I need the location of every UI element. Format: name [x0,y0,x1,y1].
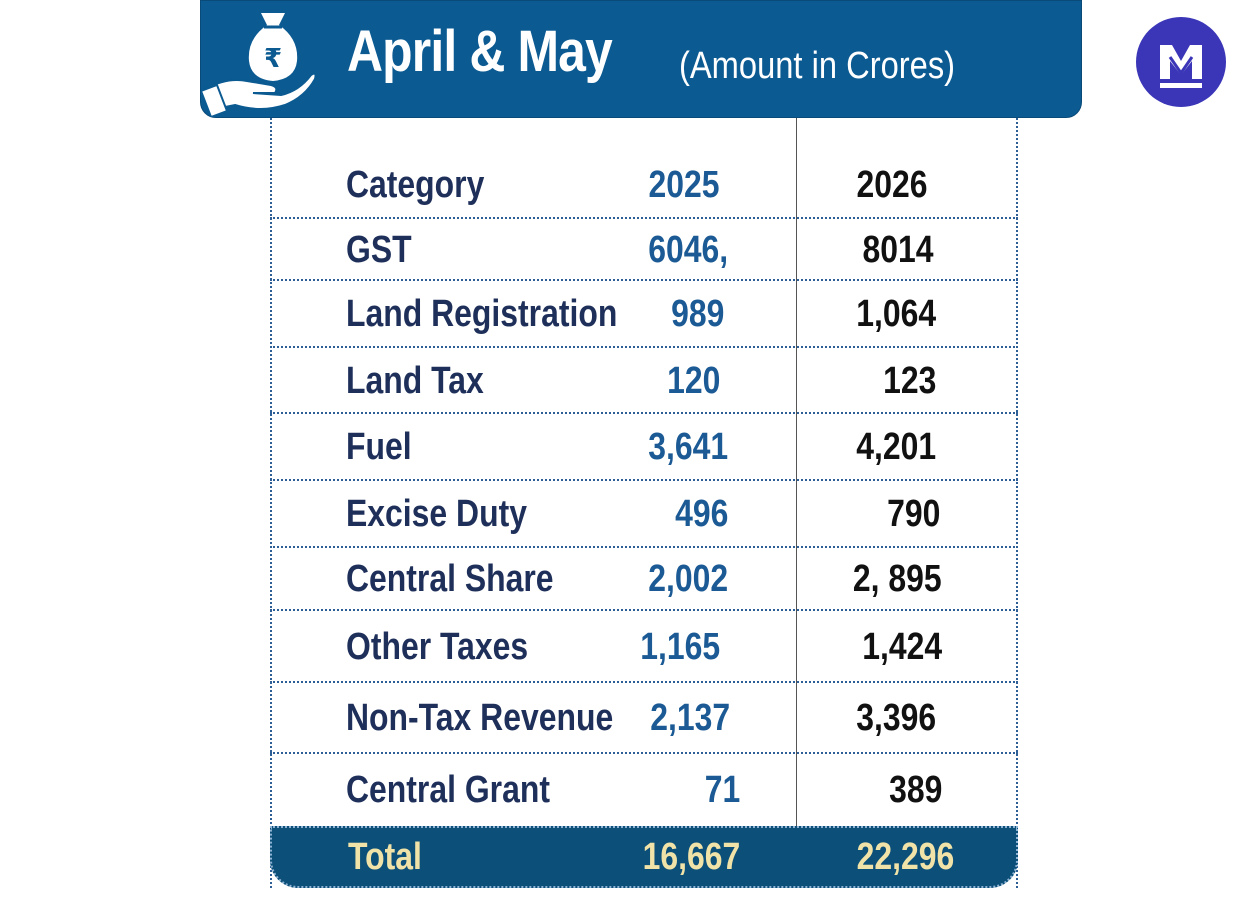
row-value-2025: 2,002 [648,558,728,600]
row-category: Other Taxes [346,626,529,668]
table-row: Land Tax 120 123 [270,348,1018,414]
table-row: Central Grant 71 389 [270,754,1018,826]
column-header-category: Category [346,164,485,206]
row-value-2026: 389 [888,769,942,811]
row-value-2026: 3,396 [856,697,936,739]
row-category: Excise Duty [346,493,527,535]
page-title: April & May [347,19,613,84]
total-label: Total [348,836,422,878]
row-category: GST [346,229,412,271]
row-value-2026: 790 [886,493,940,535]
m-logo-icon [1160,45,1202,88]
column-divider [796,118,797,826]
row-category: Fuel [346,426,412,468]
table-row: Excise Duty 496 790 [270,481,1018,548]
table-row: Fuel 3,641 4,201 [270,414,1018,481]
row-value-2026: 4,201 [856,426,936,468]
row-value-2025: 71 [704,769,740,811]
row-value-2025: 120 [666,360,720,402]
row-value-2025: 1,165 [640,626,720,668]
row-value-2026: 8014 [862,229,934,271]
column-header-2026: 2026 [856,164,928,206]
row-value-2026: 1,424 [862,626,942,668]
row-category: Central Grant [346,769,550,811]
title-banner: ₹ April & May (Amount in Crores) [200,0,1082,118]
row-category: Central Share [346,558,554,600]
column-header-2025: 2025 [648,164,720,206]
brand-logo [1136,17,1226,107]
total-2026: 22,296 [856,836,954,878]
table-row: Other Taxes 1,165 1,424 [270,611,1018,683]
total-row: Total 16,667 22,296 [270,826,1018,888]
page-subtitle: (Amount in Crores) [679,45,956,87]
row-category: Non-Tax Revenue [346,697,614,739]
row-value-2025: 989 [670,293,724,335]
money-bag-on-hand-icon: ₹ [201,13,317,117]
revenue-table [270,118,1018,888]
table-row: Land Registration 989 1,064 [270,281,1018,348]
table-row: Non-Tax Revenue 2,137 3,396 [270,683,1018,754]
row-value-2025: 2,137 [650,697,730,739]
row-category: Land Registration [346,293,618,335]
row-category: Land Tax [346,360,484,402]
total-2025: 16,667 [642,836,740,878]
rupee-symbol: ₹ [264,44,282,74]
table-header-row: Category 2025 2026 [270,152,1018,219]
row-value-2025: 6046, [648,229,728,271]
table-row: Central Share 2,002 2, 895 [270,548,1018,611]
row-value-2026: 2, 895 [853,558,942,600]
row-value-2026: 1,064 [856,293,936,335]
row-value-2025: 3,641 [648,426,728,468]
table-row: GST 6046, 8014 [270,219,1018,281]
row-value-2026: 123 [882,360,936,402]
row-value-2025: 496 [674,493,728,535]
